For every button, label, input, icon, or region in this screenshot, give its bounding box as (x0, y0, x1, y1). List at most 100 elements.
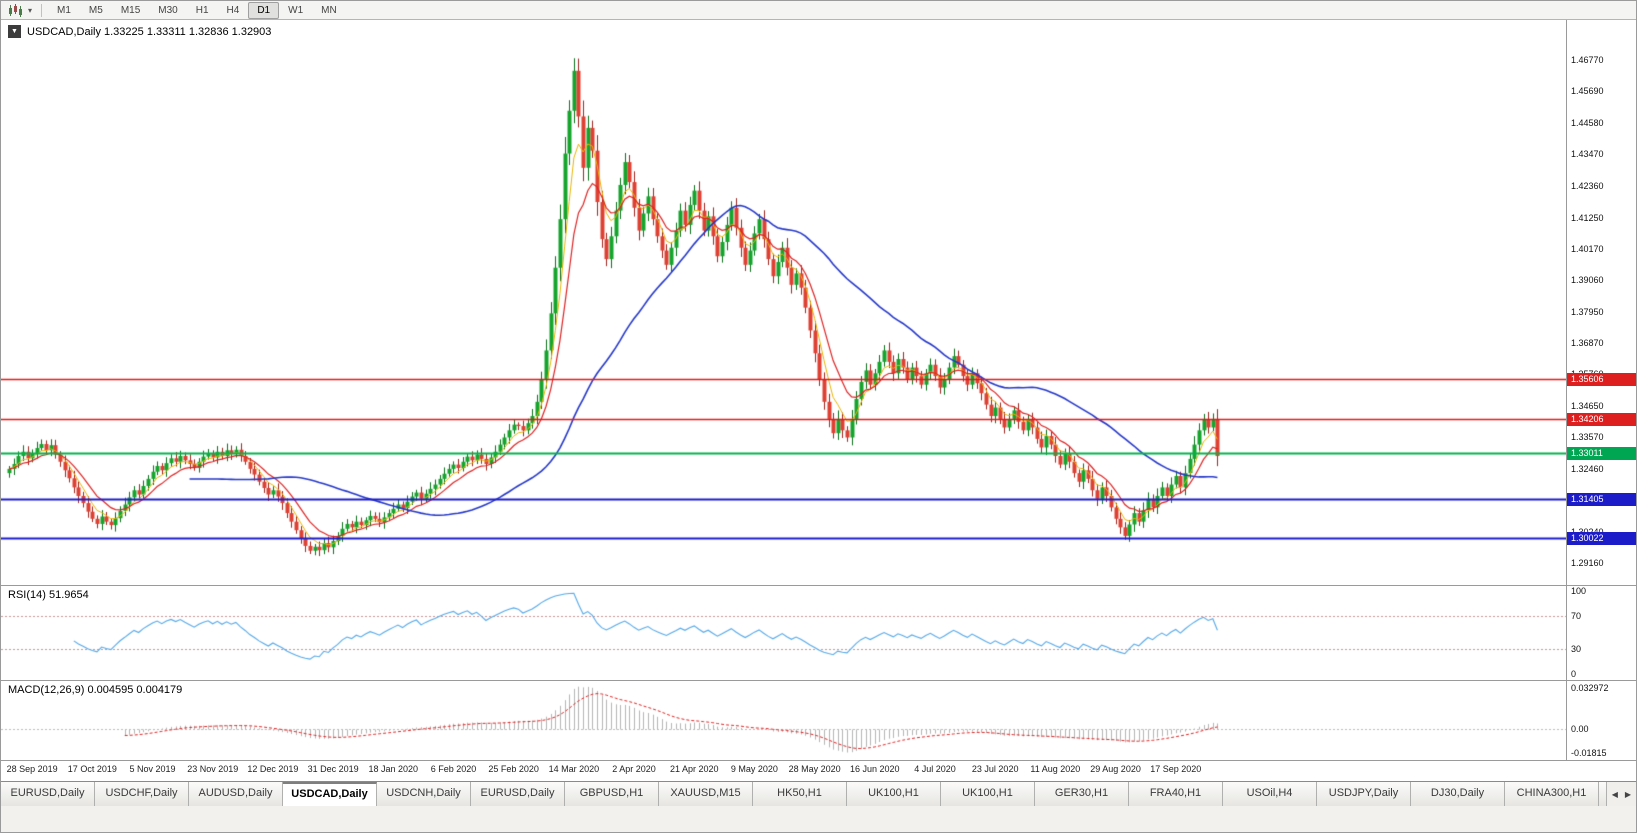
macd-label: MACD(12,26,9) 0.004595 0.004179 (8, 684, 183, 696)
tab-scroll-left-icon[interactable]: ◀ (1611, 789, 1618, 799)
tab-xauusd-m15[interactable]: XAUUSD,M15 (659, 782, 753, 806)
price-line-badge: 1.33011 (1567, 446, 1636, 460)
macd-axis-bottom: -0.01815 (1571, 748, 1607, 758)
rsi-axis-tick: 70 (1571, 610, 1582, 621)
price-axis: 1.46770 1.45690 1.44580 1.43470 1.42360 1.412… (1566, 20, 1636, 585)
chart-header: ▼ USDCAD,Daily 1.33225 1.33311 1.32836 1… (8, 25, 271, 38)
price-axis-tick: 1.34650 (1571, 401, 1604, 412)
macd-axis: 0.032972 0.00 -0.01815 (1566, 681, 1636, 760)
date-axis-tick: 29 Aug 2020 (1090, 764, 1141, 774)
tab-eurusd-daily[interactable]: EURUSD,Daily (471, 782, 565, 806)
tab-fra40-h1[interactable]: FRA40,H1 (1129, 782, 1223, 806)
price-axis-tick: 1.36870 (1571, 337, 1604, 348)
date-axis-tick: 28 Sep 2019 (6, 764, 58, 774)
tab-usdcnh-daily[interactable]: USDCNH,Daily (377, 782, 471, 806)
price-axis-tick: 1.29160 (1571, 557, 1604, 568)
price-axis-tick: 1.39060 (1571, 275, 1604, 286)
date-axis-tick: 23 Nov 2019 (187, 764, 239, 774)
rsi-axis-tick: 30 (1571, 644, 1582, 655)
rsi-axis-tick: 0 (1571, 669, 1577, 679)
rsi-canvas[interactable] (1, 586, 1566, 681)
price-line-badge: 1.34206 (1567, 412, 1636, 426)
rsi-axis: 100 70 30 0 (1566, 586, 1636, 680)
price-axis-tick: 1.42360 (1571, 181, 1604, 192)
date-axis-tick: 6 Feb 2020 (430, 764, 477, 774)
price-line-badge: 1.30022 (1567, 532, 1636, 546)
tab-usoil-h4[interactable]: USOil,H4 (1223, 782, 1317, 806)
date-axis-tick: 11 Aug 2020 (1030, 764, 1081, 774)
tab-usdcad-daily[interactable]: USDCAD,Daily (283, 782, 377, 806)
macd-canvas[interactable] (1, 681, 1566, 761)
candlestick-chart-icon (8, 3, 22, 17)
date-axis-tick: 9 May 2020 (730, 764, 778, 774)
price-axis-tick: 1.44580 (1571, 117, 1604, 128)
date-axis-tick: 2 Apr 2020 (612, 764, 656, 774)
rsi-axis-tick: 100 (1571, 586, 1587, 596)
date-axis-tick: 17 Oct 2019 (67, 764, 117, 774)
timeframe-button-m15[interactable]: M15 (120, 4, 141, 16)
price-axis-tick: 1.46770 (1571, 55, 1604, 66)
price-axis-tick: 1.37950 (1571, 306, 1604, 317)
timeframe-button-m30[interactable]: M30 (158, 4, 178, 16)
price-axis-tick: 1.41250 (1571, 212, 1604, 223)
tab-dj30-daily[interactable]: DJ30,Daily (1411, 782, 1505, 806)
price-axis-tick: 1.32460 (1571, 463, 1604, 474)
toolbar-separator (41, 3, 43, 17)
chart-area: ▼ USDCAD,Daily 1.33225 1.33311 1.32836 1… (1, 20, 1636, 779)
macd-panel: MACD(12,26,9) 0.004595 0.004179 0.032972… (1, 680, 1636, 761)
macd-axis-zero: 0.00 (1571, 724, 1589, 735)
price-axis-tick: 1.43470 (1571, 149, 1604, 160)
tab-uk100-h1[interactable]: UK100,H1 (941, 782, 1035, 806)
rsi-label: RSI(14) 51.9654 (8, 589, 89, 601)
date-axis-tick: 18 Jan 2020 (368, 764, 419, 774)
tab-bar-items: EURUSD,Daily USDCHF,Daily AUDUSD,Daily USDC… (1, 782, 1636, 806)
rsi-panel: RSI(14) 51.9654 100 70 30 0 (1, 585, 1636, 681)
tab-china300-h1[interactable]: CHINA300,H1 (1505, 782, 1599, 806)
tab-scroll-arrows: ◀ ▶ (1605, 782, 1636, 806)
date-axis-tick: 16 Jun 2020 (850, 764, 900, 774)
date-axis-tick: 28 May 2020 (788, 764, 841, 774)
tab-usdjpy-daily[interactable]: USDJPY,Daily (1317, 782, 1411, 806)
price-panel: ▼ USDCAD,Daily 1.33225 1.33311 1.32836 1… (1, 20, 1636, 585)
price-axis-tick: 1.33570 (1571, 431, 1604, 442)
date-axis-tick: 21 Apr 2020 (669, 764, 719, 774)
chart-type-icon[interactable] (5, 3, 25, 18)
collapse-indicators-button[interactable]: ▼ (8, 25, 21, 38)
date-axis-tick: 31 Dec 2019 (307, 764, 359, 774)
tab-audusd-daily[interactable]: AUDUSD,Daily (189, 782, 283, 806)
macd-axis-top: 0.032972 (1571, 683, 1609, 693)
price-axis-tick: 1.45690 (1571, 86, 1604, 97)
date-axis-tick: 5 Nov 2019 (129, 764, 176, 774)
date-axis: 28 Sep 2019 17 Oct 2019 5 Nov 2019 23 Nov 2… (1, 760, 1636, 779)
tab-scroll-right-icon[interactable]: ▶ (1624, 789, 1631, 799)
price-line-badge: 1.35606 (1567, 372, 1636, 386)
price-line-badge: 1.31405 (1567, 492, 1636, 506)
date-axis-tick: 4 Jul 2020 (914, 764, 956, 774)
statusbar-area (1, 806, 1636, 832)
tab-hk50-h1[interactable]: HK50,H1 (753, 782, 847, 806)
timeframe-group: M1 M5 M15 M30 H1 H4 D1 W1 MN (48, 1, 346, 19)
timeframe-button-m1[interactable]: M1 (57, 4, 71, 16)
tab-uk100-h1[interactable]: UK100,H1 (847, 782, 941, 806)
timeframe-button-d1[interactable]: D1 (248, 1, 280, 19)
timeframe-button-h1[interactable]: H1 (195, 4, 209, 16)
chart-type-caret-icon[interactable]: ▾ (28, 5, 33, 15)
price-axis-tick: 1.30240 (1571, 527, 1604, 537)
date-axis-tick: 12 Dec 2019 (247, 764, 299, 774)
price-axis-tick: 1.40170 (1571, 243, 1604, 254)
price-canvas[interactable] (1, 20, 1566, 585)
date-axis-tick: 23 Jul 2020 (971, 764, 1019, 774)
timeframe-button-m5[interactable]: M5 (88, 4, 103, 16)
tab-usdchf-daily[interactable]: USDCHF,Daily (95, 782, 189, 806)
date-axis-tick: 14 Mar 2020 (548, 764, 600, 774)
date-axis-tick: 25 Feb 2020 (488, 764, 539, 774)
date-axis-tick: 17 Sep 2020 (1150, 764, 1202, 774)
top-toolbar: ▾ M1 M5 M15 M30 H1 H4 D1 W1 MN (1, 1, 1636, 20)
tab-gbpusd-h1[interactable]: GBPUSD,H1 (565, 782, 659, 806)
timeframe-button-w1[interactable]: W1 (288, 4, 304, 16)
timeframe-button-mn[interactable]: MN (321, 4, 337, 16)
tab-ger30-h1[interactable]: GER30,H1 (1035, 782, 1129, 806)
tab-eurusd-daily[interactable]: EURUSD,Daily (1, 782, 95, 806)
timeframe-button-h4[interactable]: H4 (226, 4, 240, 16)
